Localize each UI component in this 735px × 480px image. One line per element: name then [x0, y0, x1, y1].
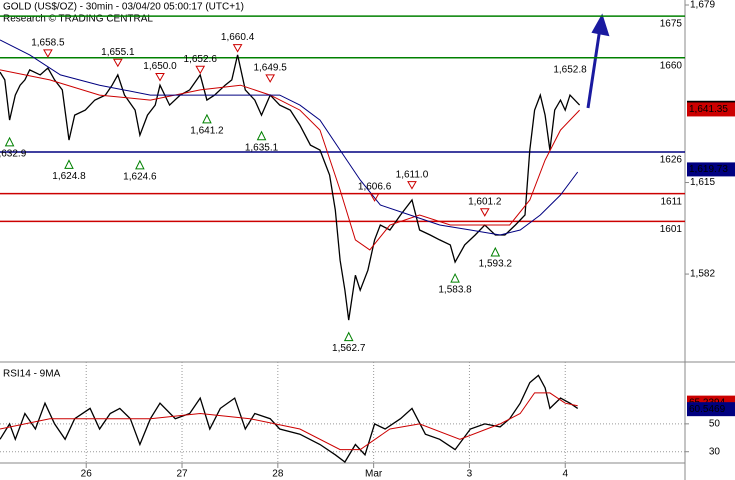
chart-title: GOLD (US$/OZ) - 30min - 03/04/20 05:00:1…	[3, 2, 244, 13]
annotation-label: 1,635.1	[245, 142, 279, 153]
level-label: 1660	[660, 60, 683, 71]
high-marker	[265, 74, 276, 83]
high-marker	[155, 72, 165, 82]
high-marker	[369, 193, 380, 202]
high-marker	[112, 58, 123, 68]
level-label: 1601	[660, 224, 683, 235]
y-tick-label: 1,582	[690, 269, 715, 280]
series-line	[0, 392, 578, 451]
level-label: 1626	[660, 155, 683, 166]
annotation-label: 1,606.6	[358, 181, 392, 192]
last-value-label: 1,641.35	[689, 104, 728, 115]
annotation-label: 1,583.8	[438, 285, 472, 296]
y-tick-label: 1,615	[690, 177, 715, 188]
series-line	[0, 69, 580, 251]
last-value-box	[687, 162, 735, 177]
arrow-shaft	[586, 27, 602, 109]
x-tick-label: 27	[176, 469, 188, 480]
low-marker	[256, 130, 267, 141]
last-value-box	[687, 102, 735, 117]
y-tick-label: 50	[709, 418, 721, 429]
annotation-label: 1,652.8	[553, 64, 587, 75]
annotation-label: 1,624.6	[123, 172, 157, 183]
y-tick-label: 30	[709, 446, 721, 457]
annotation-label: 1,655.1	[101, 47, 135, 58]
low-marker	[202, 113, 212, 124]
low-marker	[490, 246, 501, 257]
high-marker	[479, 208, 490, 217]
x-tick-label: Mar	[365, 469, 383, 480]
annotation-label: 1,641.2	[190, 125, 224, 136]
annotation-label: 1,650.0	[143, 61, 177, 72]
panel-title: RSI14 - 9MA	[3, 369, 61, 380]
arrow-head	[591, 13, 610, 37]
last-value-label: 60.5469	[689, 404, 726, 415]
level-label: 1675	[660, 19, 683, 30]
level-label: 1611	[660, 196, 682, 207]
x-tick-label: 28	[272, 469, 284, 480]
low-marker	[64, 159, 74, 169]
low-marker	[4, 136, 15, 147]
x-tick-label: 4	[562, 469, 568, 480]
annotation-label: 1,632.9	[0, 149, 27, 160]
annotation-label: 1,624.8	[52, 171, 86, 182]
series-line	[0, 39, 579, 236]
annotation-label: 1,649.5	[253, 62, 287, 73]
low-marker	[450, 272, 460, 283]
high-marker	[195, 65, 206, 75]
annotation-label: 1,658.5	[31, 37, 65, 48]
annotation-label: 1,660.4	[221, 32, 255, 43]
annotation-label: 1,562.7	[332, 343, 366, 354]
x-tick-label: 3	[467, 469, 473, 480]
low-marker	[343, 331, 354, 342]
high-marker	[43, 49, 53, 58]
last-value-label: 1,619.73	[689, 164, 728, 175]
chart-subtitle: Research © TRADING CENTRAL	[3, 14, 153, 25]
low-marker	[135, 159, 145, 170]
annotation-label: 1,652.6	[184, 54, 218, 65]
annotation-label: 1,593.2	[479, 259, 513, 270]
high-marker	[407, 181, 417, 190]
last-value-box	[687, 402, 735, 417]
high-marker	[232, 44, 243, 53]
annotation-label: 1,601.2	[468, 196, 502, 207]
annotation-label: 1,611.0	[396, 169, 429, 180]
forecast-arrow	[586, 13, 610, 109]
x-tick-label: 26	[81, 469, 93, 480]
y-tick-label: 1,679	[690, 0, 715, 11]
